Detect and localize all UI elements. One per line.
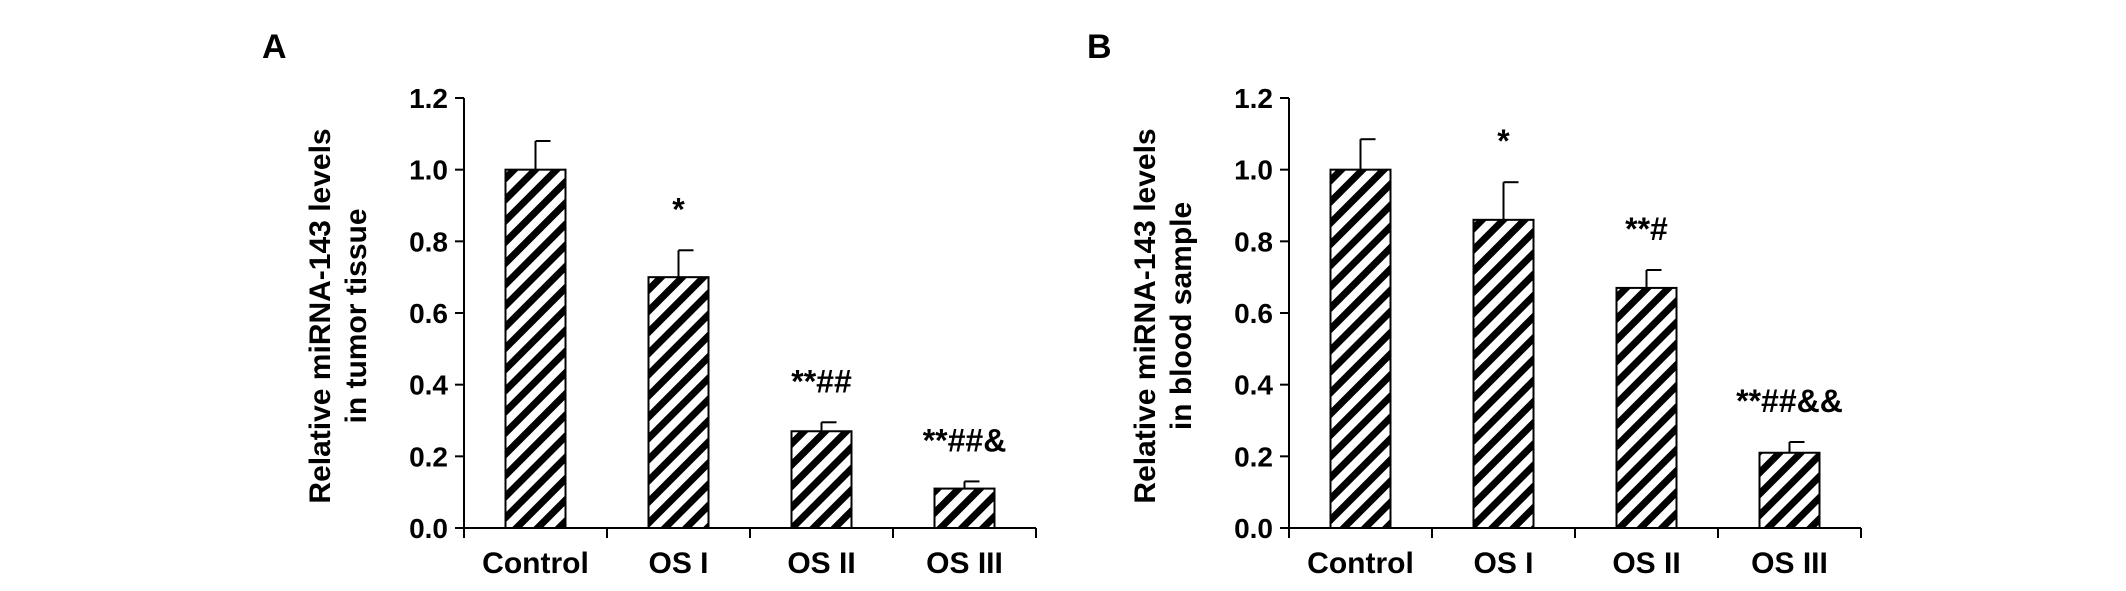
panel-label: A [262, 28, 287, 66]
y-tick-label: 0.2 [1234, 441, 1273, 472]
x-tick-label: Control [482, 547, 589, 580]
significance-label: **##&& [1736, 383, 1843, 419]
x-tick-label: OS III [926, 547, 1003, 580]
panel-label: B [1087, 28, 1112, 66]
y-tick-label: 0.8 [1234, 226, 1273, 257]
significance-label: **# [1625, 211, 1668, 247]
y-axis-title-line2: in blood sample [1165, 202, 1198, 430]
bars [504, 140, 996, 530]
bars [1329, 138, 1821, 530]
labels: 0.0 0.2 0.4 0.6 0.8 1.0 1.2 Control OS I * OS II **… [1234, 83, 1843, 580]
significance-label: * [672, 191, 685, 227]
y-tick-label: 1.0 [409, 155, 448, 186]
x-tick-label: OS II [787, 547, 855, 580]
bar [647, 276, 710, 529]
bar [1472, 218, 1535, 529]
y-tick-label: 0.6 [409, 298, 448, 329]
y-tick-label: 1.2 [1234, 83, 1273, 114]
chart-panel-b: B Relative miRNA-143 levels in blood sam… [1087, 28, 1862, 580]
y-axis-title-line1: Relative miRNA-143 levels [304, 128, 337, 503]
bar [504, 168, 567, 530]
y-tick-label: 0.6 [1234, 298, 1273, 329]
bar [1329, 168, 1392, 530]
y-tick-label: 0.2 [409, 441, 448, 472]
bar [933, 487, 996, 530]
x-tick-label: OS I [1473, 547, 1533, 580]
y-tick-label: 0.4 [409, 370, 448, 401]
y-tick-label: 1.2 [409, 83, 448, 114]
y-tick-label: 0.8 [409, 226, 448, 257]
bar [1615, 286, 1678, 529]
x-tick-label: OS I [648, 547, 708, 580]
y-axis-title-line1: Relative miRNA-143 levels [1129, 128, 1162, 503]
y-tick-label: 1.0 [1234, 155, 1273, 186]
chart-panel-a: A Relative miRNA-143 levels in tumor tis… [262, 28, 1037, 580]
labels: 0.0 0.2 0.4 0.6 0.8 1.0 1.2 Control OS I * OS II **… [409, 83, 1006, 580]
significance-label: **## [791, 363, 852, 399]
y-axis-title: Relative miRNA-143 levels in blood sampl… [1129, 128, 1198, 503]
x-tick-label: OS III [1751, 547, 1828, 580]
x-tick-label: Control [1307, 547, 1414, 580]
bar [1758, 451, 1821, 529]
y-tick-label: 0.0 [1234, 513, 1273, 544]
y-tick-label: 0.0 [409, 513, 448, 544]
y-axis-title-line2: in tumor tissue [340, 208, 373, 423]
bar [790, 430, 853, 529]
significance-label: **##& [923, 422, 1007, 458]
y-tick-label: 0.4 [1234, 370, 1273, 401]
x-tick-label: OS II [1612, 547, 1680, 580]
significance-label: * [1497, 123, 1510, 159]
y-axis-title: Relative miRNA-143 levels in tumor tissu… [304, 128, 373, 503]
